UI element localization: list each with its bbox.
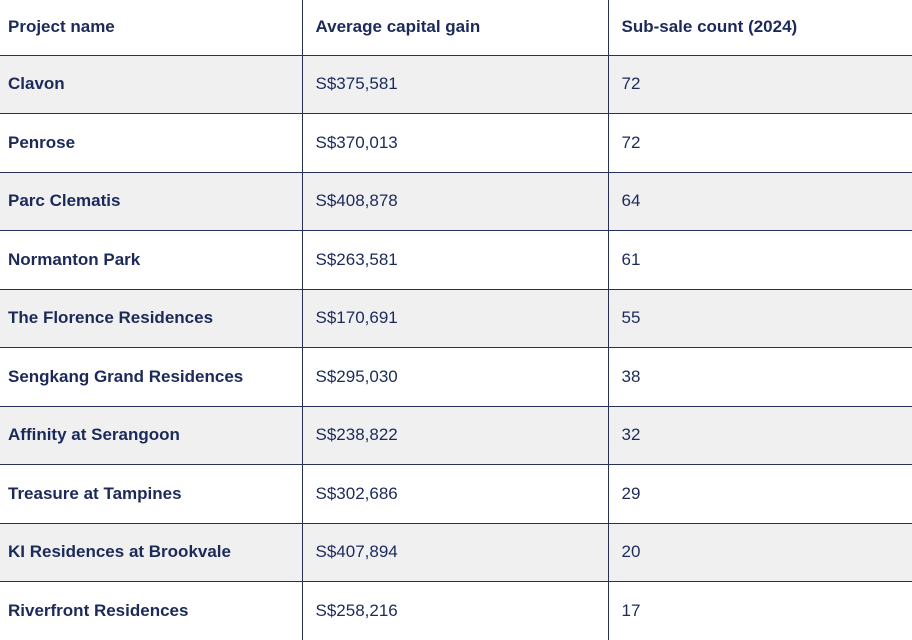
table-row: Riverfront Residences S$258,216 17 (0, 581, 912, 640)
average-capital-gain-cell: S$370,013 (302, 113, 609, 172)
sub-sale-count-cell: 64 (621, 191, 641, 211)
sub-sale-count-cell: 17 (621, 601, 641, 620)
average-capital-gain-cell: S$258,216 (302, 581, 609, 640)
average-capital-gain-cell: S$408,878 (302, 172, 609, 231)
table-body: Clavon S$375,581 72 Penrose S$370,013 72… (0, 55, 912, 640)
project-name-cell: Treasure at Tampines (0, 464, 303, 523)
table-row: Sengkang Grand Residences S$295,030 38 (0, 347, 912, 406)
project-name-cell: Sengkang Grand Residences (0, 347, 303, 406)
header-row: Project name Average capital gain Sub-sa… (0, 0, 912, 56)
table-row: Normanton Park S$263,581 61 (0, 230, 912, 289)
sub-sale-count-cell: 72 (621, 74, 641, 94)
sub-sale-count-cell: 29 (621, 483, 641, 503)
table-row: Parc Clematis S$408,878 64 (0, 172, 912, 231)
table-row: Affinity at Serangoon S$238,822 32 (0, 406, 912, 465)
sub-sale-count-cell: 32 (621, 425, 641, 445)
table-row: Treasure at Tampines S$302,686 29 (0, 464, 912, 523)
sub-sale-count-cell: 38 (621, 366, 641, 386)
average-capital-gain-cell: S$407,894 (302, 523, 609, 582)
column-header-average-capital-gain: Average capital gain (302, 0, 609, 56)
project-name-cell: Penrose (0, 113, 303, 172)
sub-sale-count-cell: 61 (621, 249, 641, 269)
average-capital-gain-cell: S$170,691 (302, 289, 609, 348)
table-row: The Florence Residences S$170,691 55 (0, 289, 912, 348)
column-header-sub-sale-count: Sub-sale count (2024) (608, 0, 912, 56)
sub-sale-count-cell: 72 (621, 132, 641, 152)
average-capital-gain-cell: S$238,822 (302, 406, 609, 465)
project-name-cell: KI Residences at Brookvale (0, 523, 303, 582)
column-header-project-name: Project name (0, 0, 303, 56)
sub-sale-count-cell: 55 (621, 308, 641, 328)
average-capital-gain-cell: S$375,581 (302, 55, 609, 114)
table-header: Project name Average capital gain Sub-sa… (0, 0, 912, 56)
average-capital-gain-cell: S$302,686 (302, 464, 609, 523)
project-name-cell: Clavon (0, 55, 303, 114)
project-name-cell: Affinity at Serangoon (0, 406, 303, 465)
project-name-cell: Parc Clematis (0, 172, 303, 231)
sub-sale-count-cell: 20 (621, 542, 641, 562)
table-row: Clavon S$375,581 72 (0, 55, 912, 114)
table-row: Penrose S$370,013 72 (0, 113, 912, 172)
project-name-cell: Riverfront Residences (0, 581, 303, 640)
average-capital-gain-cell: S$295,030 (302, 347, 609, 406)
project-name-cell: Normanton Park (0, 230, 303, 289)
table-row: KI Residences at Brookvale S$407,894 20 (0, 523, 912, 582)
project-name-cell: The Florence Residences (0, 289, 303, 348)
average-capital-gain-cell: S$263,581 (302, 230, 609, 289)
